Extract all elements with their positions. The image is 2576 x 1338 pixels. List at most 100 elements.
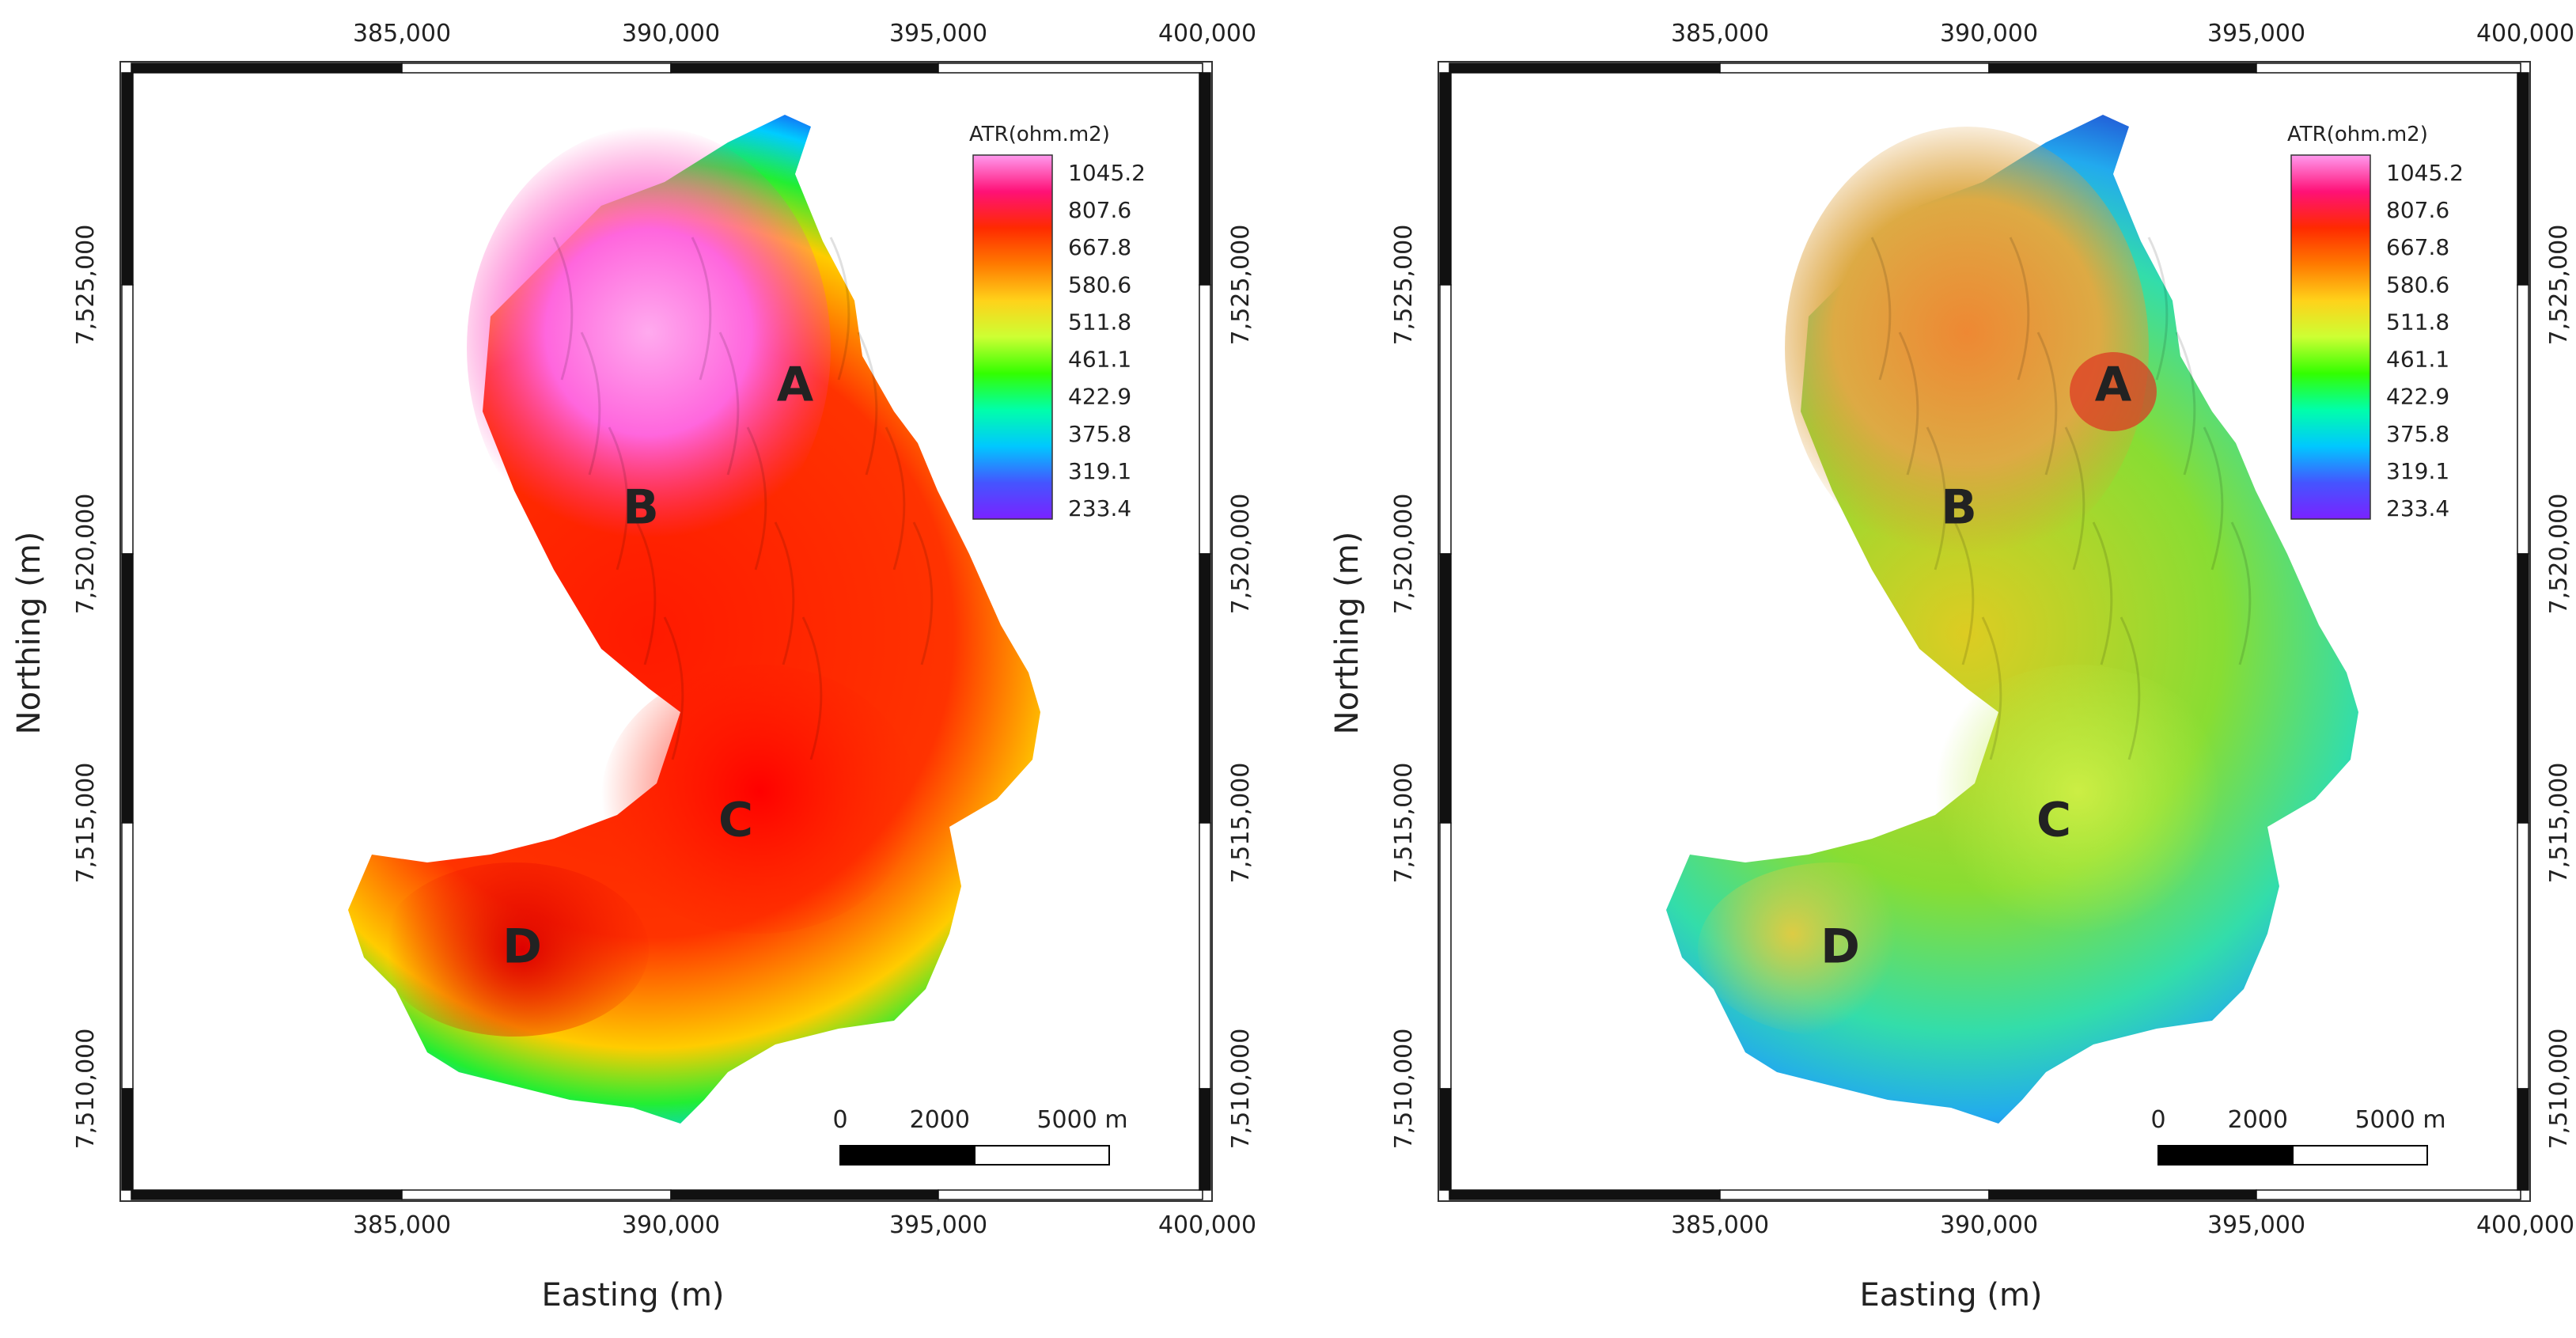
- anomaly-zone-d: [1698, 862, 1967, 1037]
- y-axis-title: Northing (m): [1329, 532, 1366, 735]
- terrain-shade-line: [885, 426, 906, 570]
- terrain-shade-line: [1953, 521, 1975, 665]
- terrain-shade-line: [2120, 616, 2141, 760]
- terrain-shade-line: [774, 521, 795, 665]
- region-label-d: D: [502, 919, 542, 975]
- terrain-shade-line: [663, 616, 684, 760]
- x-axis-title: Easting (m): [541, 1277, 724, 1313]
- border-segment-right: [2517, 553, 2529, 824]
- border-segment-left: [121, 284, 134, 555]
- legend-value-label: 319.1: [2386, 458, 2449, 484]
- border-segment-bottom: [2256, 1189, 2521, 1200]
- y-tick-label-left: 7,510,000: [1390, 1029, 1418, 1150]
- border-segment-left: [1439, 553, 1452, 824]
- terrain-shade-line: [608, 426, 629, 570]
- x-tick-label-top: 395,000: [889, 20, 987, 47]
- border-segment-right: [2517, 822, 2529, 1090]
- y-tick-label-right: 7,520,000: [1227, 494, 1255, 615]
- border-segment-left: [1439, 72, 1452, 286]
- border-segment-top: [938, 63, 1203, 74]
- terrain-shade-line: [2092, 521, 2113, 665]
- region-label-d: D: [1820, 919, 1860, 975]
- terrain-shade-line: [2230, 521, 2252, 665]
- legend-value-label: 461.1: [2386, 347, 2449, 373]
- border-segment-bottom: [1719, 1189, 1990, 1200]
- border-segment-bottom: [670, 1189, 939, 1200]
- scale-bar-label: 2000: [910, 1106, 970, 1134]
- x-tick-label-bottom: 400,000: [1158, 1211, 1256, 1239]
- legend-value-label: 580.6: [1068, 271, 1131, 298]
- border-segment-right: [2517, 1088, 2529, 1191]
- anomaly-zone-c: [1919, 665, 2236, 934]
- border-segment-bottom: [131, 1189, 403, 1200]
- terrain-shade-line: [746, 426, 767, 570]
- y-tick-label-left: 7,515,000: [72, 763, 100, 884]
- border-segment-left: [1439, 822, 1452, 1090]
- anomaly-zone-ab: [1785, 127, 2149, 570]
- y-tick-label-left: 7,510,000: [72, 1029, 100, 1150]
- x-tick-label-bottom: 395,000: [889, 1211, 987, 1239]
- y-tick-label-right: 7,510,000: [2545, 1029, 2573, 1150]
- terrain-shade-line: [552, 237, 574, 381]
- y-tick-label-right: 7,510,000: [1227, 1029, 1255, 1150]
- region-label-a: A: [777, 358, 814, 413]
- scale-bar-label: 0: [2150, 1106, 2165, 1134]
- map-svg-right: A B C D 385,000 385,000 390,000 390,000 395,000 3…: [1329, 20, 2574, 1313]
- legend-value-label: 233.4: [2386, 495, 2449, 521]
- anomaly-zone-c: [601, 665, 918, 934]
- anomaly-zone-d: [380, 862, 649, 1037]
- x-tick-label-top: 390,000: [1940, 20, 2038, 47]
- x-axis-title: Easting (m): [1859, 1277, 2042, 1313]
- x-tick-label-top: 385,000: [1671, 20, 1769, 47]
- legend-value-label: 461.1: [1068, 347, 1131, 373]
- terrain-shade-line: [829, 237, 850, 381]
- border-segment-bottom: [1988, 1189, 2257, 1200]
- x-tick-label-top: 400,000: [2476, 20, 2574, 47]
- y-tick-label-left: 7,520,000: [1390, 494, 1418, 615]
- border-segment-top: [1988, 63, 2257, 74]
- border-segment-top: [131, 63, 403, 74]
- border-segment-top: [1719, 63, 1990, 74]
- panel-right: A B C D 385,000 385,000 390,000 390,000 395,000 3…: [1318, 0, 2576, 1338]
- legend-color-ramp: [972, 154, 1053, 520]
- legend-title: ATR(ohm.m2): [969, 123, 1110, 146]
- scale-bar-filled-segment: [839, 1145, 975, 1166]
- x-tick-label-bottom: 385,000: [353, 1211, 451, 1239]
- region-label-c: C: [2036, 793, 2071, 848]
- scale-bar-label: 5000 m: [1036, 1106, 1127, 1134]
- terrain-shade-line: [2009, 237, 2030, 381]
- x-tick-label-bottom: 385,000: [1671, 1211, 1769, 1239]
- border-segment-left: [1439, 284, 1452, 555]
- terrain-shade-line: [2147, 237, 2169, 381]
- border-segment-top: [1449, 63, 1721, 74]
- border-segment-right: [1199, 822, 1211, 1090]
- scale-bar-empty-segment: [974, 1145, 1110, 1166]
- terrain-shade-line: [1898, 332, 1919, 476]
- border-segment-top: [2256, 63, 2521, 74]
- y-tick-label-right: 7,520,000: [2545, 494, 2573, 615]
- border-segment-right: [1199, 553, 1211, 824]
- scale-bar-label: 0: [832, 1106, 847, 1134]
- y-tick-label-left: 7,520,000: [72, 494, 100, 615]
- legend-value-label: 667.8: [2386, 234, 2449, 260]
- panel-left: A B C D 385,000 385,000 390,000 390,000 395,000 3…: [11, 20, 1256, 1313]
- terrain-shade-line: [801, 616, 823, 760]
- terrain-shade-line: [1981, 616, 2002, 760]
- terrain-shade-line: [2064, 426, 2085, 570]
- border-segment-top: [670, 63, 939, 74]
- y-tick-label-left: 7,525,000: [72, 225, 100, 346]
- map-svg-left: A B C D 385,000 385,000 390,000 390,000 395,000 3…: [11, 20, 1256, 1313]
- legend-value-label: 511.8: [1068, 309, 1131, 335]
- legend-value-label: 319.1: [1068, 458, 1131, 484]
- scale-bar-label: 2000: [2228, 1106, 2288, 1134]
- border-segment-right: [2517, 72, 2529, 286]
- y-tick-label-right: 7,525,000: [1227, 225, 1255, 346]
- x-tick-label-bottom: 400,000: [2476, 1211, 2574, 1239]
- y-axis-title: Northing (m): [11, 532, 47, 735]
- legend-value-label: 233.4: [1068, 495, 1131, 521]
- border-segment-left: [121, 1088, 134, 1191]
- y-tick-label-left: 7,515,000: [1390, 763, 1418, 884]
- y-tick-label-right: 7,515,000: [2545, 763, 2573, 884]
- border-segment-left: [121, 72, 134, 286]
- terrain-shade-line: [2203, 426, 2224, 570]
